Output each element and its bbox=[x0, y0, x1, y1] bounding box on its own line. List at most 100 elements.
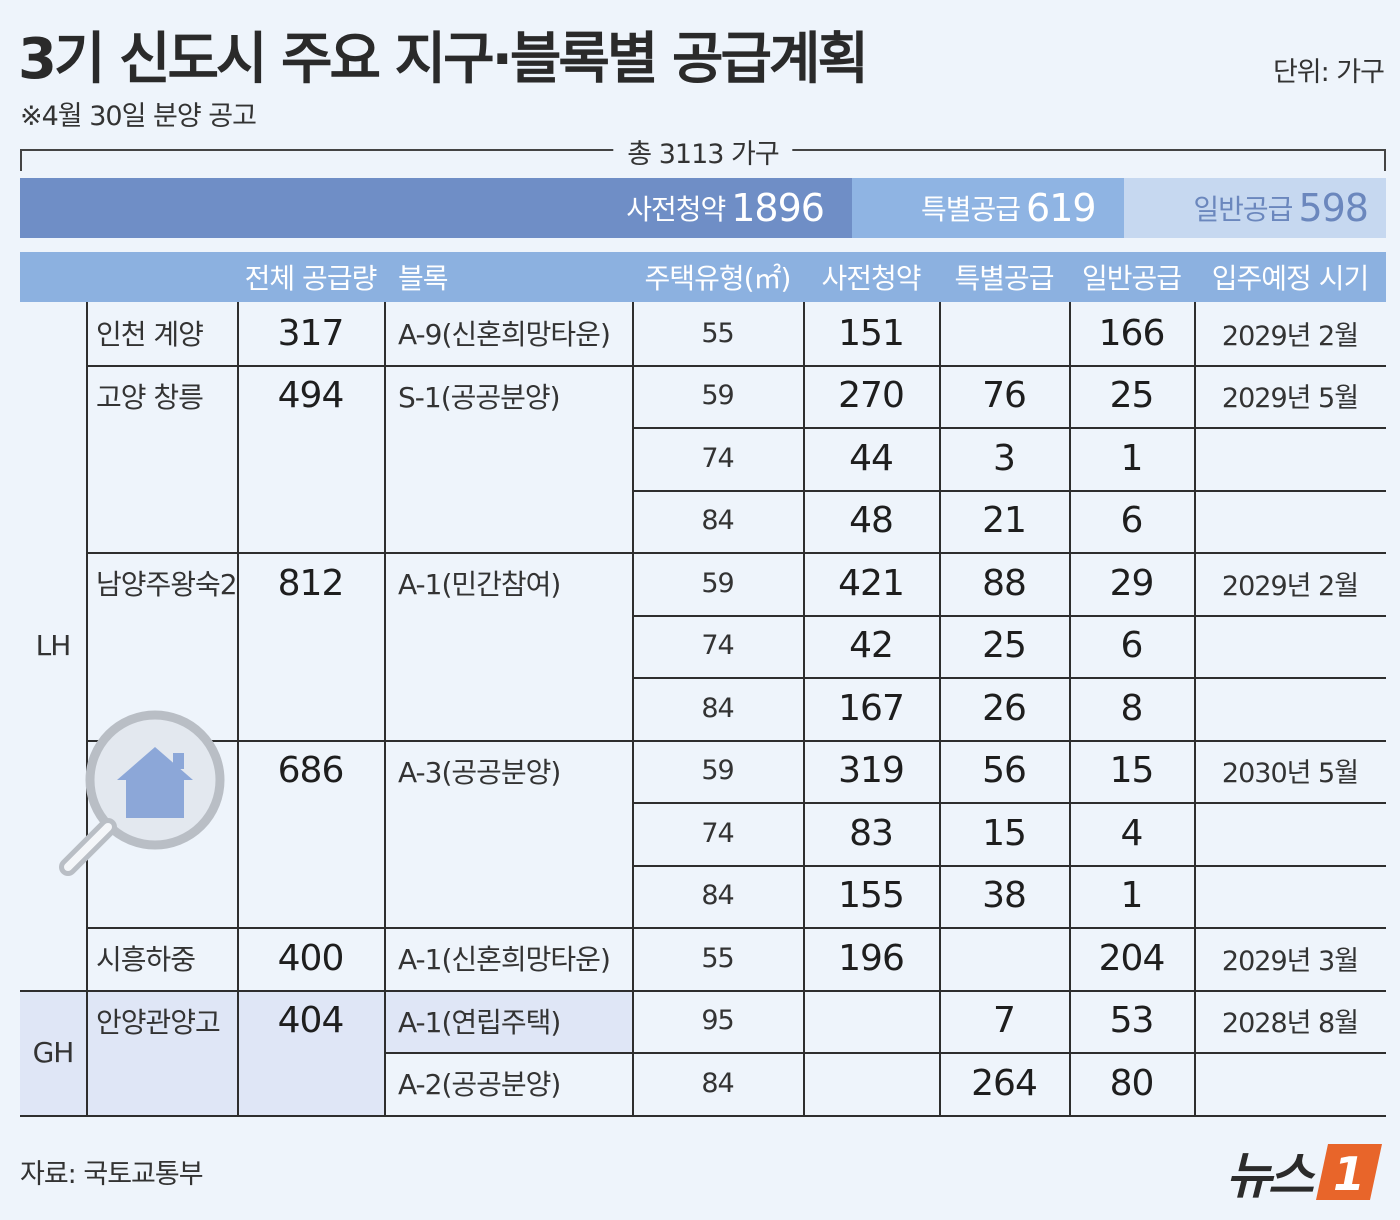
segment-special-supply: 특별공급 619 bbox=[851, 178, 1124, 238]
general-supply-count: 166 bbox=[1098, 312, 1166, 354]
general-supply-count: 6 bbox=[1120, 625, 1144, 667]
logo-one-mark: 1 bbox=[1316, 1144, 1382, 1201]
segment-general-supply: 일반공급 598 bbox=[1123, 178, 1386, 238]
column-divider bbox=[632, 302, 634, 1115]
row-divider bbox=[20, 1114, 1386, 1117]
row-divider bbox=[632, 677, 1386, 679]
district-total-supply: 686 bbox=[277, 750, 345, 792]
announcement-note: ※4월 30일 분양 공고 bbox=[20, 101, 257, 132]
column-divider bbox=[803, 302, 805, 1115]
housing-type: 59 bbox=[701, 380, 734, 412]
district-total-supply: 317 bbox=[277, 312, 345, 354]
housing-type: 59 bbox=[701, 755, 734, 787]
special-supply-count: 7 bbox=[993, 1000, 1016, 1042]
total-bracket: 총 3113 가구 bbox=[20, 132, 1386, 172]
row-divider bbox=[86, 552, 1386, 554]
block-name: A-1(연립주택) bbox=[398, 1005, 561, 1039]
pre-subscription-count: 151 bbox=[838, 312, 905, 354]
pre-subscription-count: 319 bbox=[838, 750, 905, 792]
header-blank-1 bbox=[20, 252, 86, 302]
column-divider bbox=[86, 302, 88, 1115]
pre-subscription-count: 155 bbox=[838, 875, 905, 917]
housing-type: 74 bbox=[701, 817, 734, 849]
segment-value: 619 bbox=[1026, 186, 1097, 230]
district-total-supply: 400 bbox=[277, 937, 345, 979]
move-in-date bbox=[1194, 802, 1386, 865]
district-name: 안양관양고 bbox=[96, 1005, 221, 1039]
segment-label: 사전청약 bbox=[626, 193, 726, 226]
news1-logo: 뉴스 1 bbox=[1226, 1140, 1386, 1205]
district-name: 남양주왕숙2 bbox=[96, 568, 238, 602]
segment-value: 1896 bbox=[731, 186, 825, 230]
header-pre-subscription: 사전청약 bbox=[803, 252, 939, 302]
move-in-date bbox=[1194, 865, 1386, 928]
move-in-date: 2029년 2월 bbox=[1221, 570, 1359, 602]
general-supply-count: 4 bbox=[1120, 812, 1144, 854]
pre-subscription-count: 167 bbox=[838, 687, 905, 729]
group-label: GH bbox=[32, 1035, 75, 1069]
housing-type: 55 bbox=[701, 942, 734, 974]
move-in-date: 2029년 5월 bbox=[1221, 383, 1359, 415]
district-total-supply: 404 bbox=[277, 1000, 345, 1042]
general-supply-count: 1 bbox=[1120, 437, 1144, 479]
row-divider bbox=[86, 927, 1386, 929]
housing-type: 74 bbox=[701, 442, 734, 474]
housing-type: 74 bbox=[701, 630, 734, 662]
column-divider bbox=[1194, 302, 1196, 1115]
housing-type: 84 bbox=[701, 505, 734, 537]
pre-subscription-count: 83 bbox=[849, 812, 894, 854]
general-supply-count: 25 bbox=[1109, 375, 1155, 417]
move-in-date: 2029년 2월 bbox=[1221, 320, 1359, 352]
special-supply-count: 38 bbox=[982, 875, 1027, 917]
special-supply-count bbox=[939, 302, 1069, 365]
pre-subscription-count: 48 bbox=[849, 500, 894, 542]
svg-text:1: 1 bbox=[1333, 1147, 1365, 1201]
pre-subscription-count bbox=[803, 1052, 939, 1115]
housing-type: 95 bbox=[701, 1005, 734, 1037]
district-name: 시흥하중 bbox=[96, 943, 196, 977]
pre-subscription-count bbox=[803, 990, 939, 1053]
header-block: 블록 bbox=[384, 252, 632, 302]
district-total-supply: 812 bbox=[277, 562, 345, 604]
segment-pre-subscription: 사전청약 1896 bbox=[20, 178, 852, 238]
header-move-in: 입주예정 시기 bbox=[1194, 252, 1386, 302]
gh-row-shade bbox=[237, 989, 384, 1115]
move-in-date bbox=[1194, 427, 1386, 490]
move-in-date bbox=[1194, 1052, 1386, 1115]
move-in-date: 2028년 8월 bbox=[1221, 1008, 1359, 1040]
block-name: S-1(공공분양) bbox=[398, 380, 561, 414]
district-total-supply: 494 bbox=[277, 375, 345, 417]
move-in-date: 2029년 3월 bbox=[1221, 945, 1359, 977]
group-label: LH bbox=[35, 629, 72, 663]
pre-subscription-count: 44 bbox=[849, 437, 894, 479]
move-in-date: 2030년 5월 bbox=[1221, 758, 1359, 790]
column-divider bbox=[1069, 302, 1071, 1115]
block-name: A-1(민간참여) bbox=[398, 568, 561, 602]
block-name: A-1(신혼희망타운) bbox=[398, 943, 611, 977]
column-divider bbox=[384, 302, 386, 1115]
header-total-supply: 전체 공급량 bbox=[237, 252, 384, 302]
supply-plan-table: 전체 공급량 블록 주택유형(㎡) 사전청약 특별공급 일반공급 입주예정 시기 LH GH 인천… bbox=[20, 252, 1386, 1117]
house-magnifier-icon bbox=[59, 710, 225, 876]
header-blank-2 bbox=[86, 252, 237, 302]
move-in-date bbox=[1194, 490, 1386, 553]
segment-label: 특별공급 bbox=[921, 193, 1021, 226]
special-supply-count: 56 bbox=[982, 750, 1027, 792]
logo-wordmark: 뉴스 bbox=[1226, 1147, 1314, 1205]
row-divider bbox=[86, 364, 1386, 367]
supply-stacked-bar: 사전청약 1896 특별공급 619 일반공급 598 bbox=[20, 178, 1386, 238]
row-divider bbox=[632, 427, 1386, 429]
housing-type: 55 bbox=[701, 317, 734, 349]
housing-type: 84 bbox=[701, 1067, 734, 1099]
special-supply-count: 26 bbox=[982, 687, 1027, 729]
row-divider bbox=[86, 739, 1386, 742]
special-supply-count: 264 bbox=[971, 1062, 1038, 1104]
general-supply-count: 204 bbox=[1098, 937, 1166, 979]
pre-subscription-count: 42 bbox=[849, 625, 894, 667]
pre-subscription-count: 421 bbox=[838, 562, 905, 604]
block-name: A-2(공공분양) bbox=[398, 1068, 561, 1102]
district-name: 인천 계양 bbox=[96, 318, 204, 352]
special-supply-count: 3 bbox=[993, 437, 1016, 479]
general-supply-count: 29 bbox=[1109, 562, 1155, 604]
general-supply-count: 53 bbox=[1109, 1000, 1155, 1042]
